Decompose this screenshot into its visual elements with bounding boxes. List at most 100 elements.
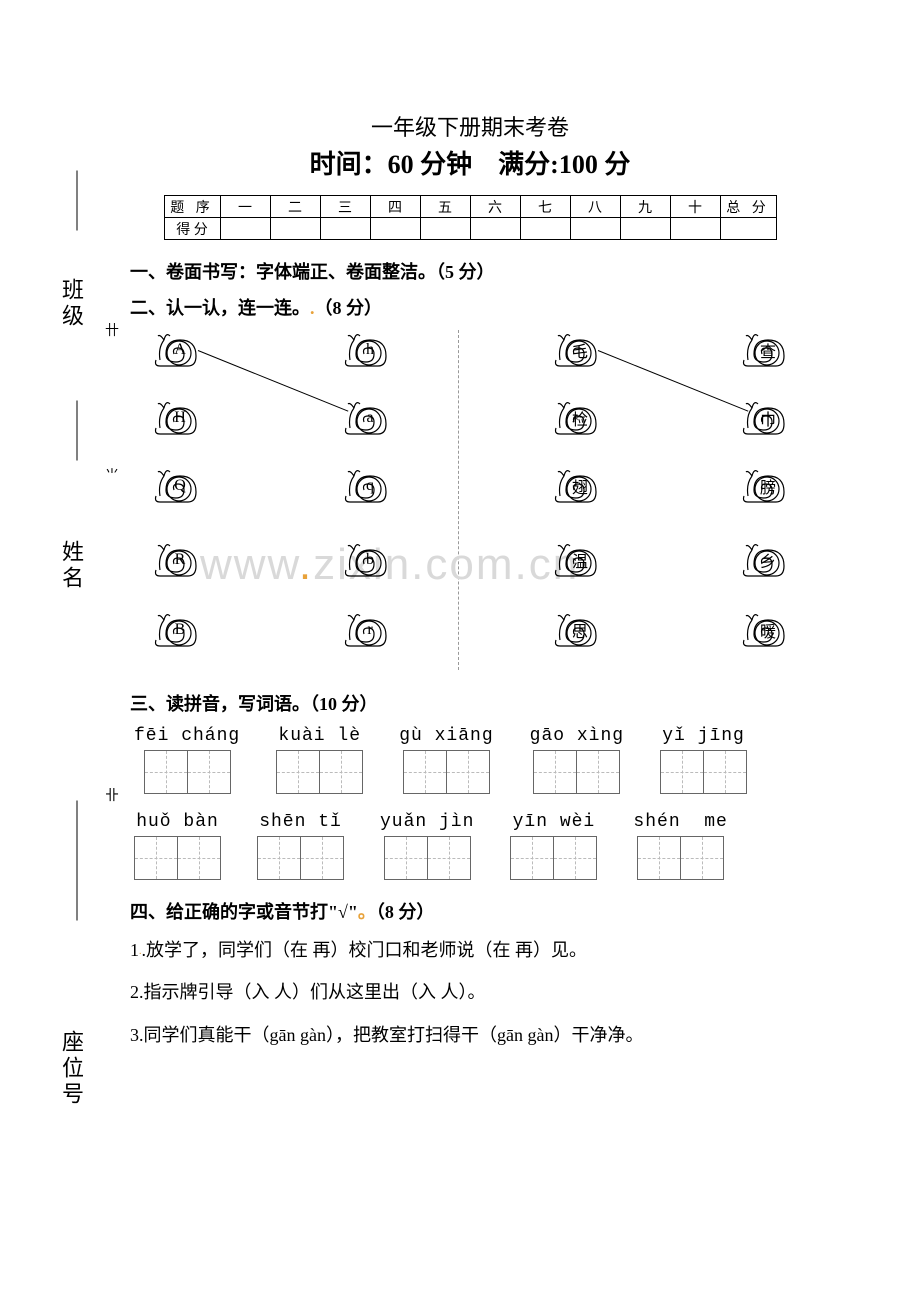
tianzige-pair[interactable] [257,836,344,880]
snail-item: 毛 [550,330,598,370]
section-3-title: 三、读拼音，写词语。（10 分） [130,690,810,716]
watermark: www.zixin.com.cn [200,540,579,590]
label-name: 姓名 [55,540,87,592]
tianzige-pair[interactable] [276,750,363,794]
snail-item: Q [150,466,198,506]
tianzige-pair[interactable] [384,836,471,880]
snail-label: 检 [550,398,598,438]
snail-item: a [340,398,388,438]
score-col: 八 [570,196,620,218]
sidebar: 班级 姓名 座位号 [55,160,95,1160]
snail-item: B [150,610,198,650]
snail-item: A [150,330,198,370]
tianzige-pair[interactable] [403,750,490,794]
snail-label: a [340,398,388,438]
pinyin-row: fēi cháng kuài lè gù xiāng gāo xìng yǐ jīng [134,726,810,794]
question-4: 1..放学了，同学们（在 再）校门口和老师说（在 再）见。 2.指示牌引导（入 … [130,934,810,1051]
section-2-title: 二、认一认，连一连。.（8 分） [130,294,810,320]
snail-label: 毛 [550,330,598,370]
tianzige-pair[interactable] [510,836,597,880]
snail-label: R [150,540,198,580]
dot-icon: 。 [358,902,376,922]
pinyin-text: gù xiāng [399,726,493,746]
snail-label: q [340,466,388,506]
score-table: 题 序一二三四五六七八九十总 分 得 分 [164,195,777,240]
cut-mark: ⺌ [105,465,119,485]
pinyin-item: gù xiāng [399,726,493,794]
matching-grid: www.zixin.com.cn AHQRBhaqbr 毛检翅温思 查巾膀乡暖 [130,330,810,680]
snail-item: 乡 [738,540,786,580]
label-class: 班级 [55,278,87,330]
tianzige-pair[interactable] [637,836,724,880]
score-col: 三 [320,196,370,218]
snail-item: 膀 [738,466,786,506]
tianzige-pair[interactable] [144,750,231,794]
pinyin-item: shén me [633,812,727,880]
pinyin-text: shén me [633,812,727,832]
pinyin-text: fēi cháng [134,726,240,746]
pinyin-item: gāo xìng [530,726,624,794]
snail-item: 查 [738,330,786,370]
q4-line3: 3.同学们真能干（gān gàn），把教室打扫得干（gān gàn）干净净。 [130,1019,810,1051]
score-col: 二 [270,196,320,218]
snail-item: 巾 [738,398,786,438]
pinyin-text: gāo xìng [530,726,624,746]
snail-label: 乡 [738,540,786,580]
snail-label: b [340,540,388,580]
section-4-title: 四、给正确的字或音节打"√"。（8 分） [130,898,810,924]
q4-line2: 2.指示牌引导（入 人）们从这里出（入 人）。 [130,976,810,1008]
page-content: 一年级下册期末考卷 时间：60 分钟 满分:100 分 题 序一二三四五六七八九… [130,110,810,1061]
pinyin-item: yuǎn jìn [380,812,474,880]
pinyin-text: shēn tǐ [259,812,342,832]
q4-line1: 1..放学了，同学们（在 再）校门口和老师说（在 再）见。 [130,934,810,966]
snail-label: 思 [550,610,598,650]
tianzige-pair[interactable] [533,750,620,794]
score-col: 六 [470,196,520,218]
connection-line [598,350,749,412]
pinyin-text: huǒ bàn [136,812,219,832]
score-col: 五 [420,196,470,218]
score-col: 九 [620,196,670,218]
pinyin-item: shēn tǐ [257,812,344,880]
snail-item: 翅 [550,466,598,506]
pinyin-item: huǒ bàn [134,812,221,880]
pinyin-row: huǒ bàn shēn tǐ yuǎn jìn yīn wèi shén me [134,812,810,880]
snail-item: b [340,540,388,580]
snail-label: 巾 [738,398,786,438]
pinyin-text: kuài lè [278,726,361,746]
tianzige-pair[interactable] [660,750,747,794]
tianzige-pair[interactable] [134,836,221,880]
title: 时间：60 分钟 满分:100 分 [130,144,810,181]
score-row-label: 得 分 [164,218,220,240]
score-col: 总 分 [720,196,776,218]
score-col: 一 [220,196,270,218]
score-col: 十 [670,196,720,218]
snail-item: 暖 [738,610,786,650]
pinyin-item: yīn wèi [510,812,597,880]
snail-item: 温 [550,540,598,580]
snail-item: h [340,330,388,370]
score-col: 四 [370,196,420,218]
snail-label: 膀 [738,466,786,506]
score-col: 题 序 [164,196,220,218]
pinyin-text: yǐ jīng [662,726,745,746]
snail-label: 温 [550,540,598,580]
divider [458,330,459,670]
cut-mark: 卄 [105,320,119,340]
pinyin-text: yuǎn jìn [380,812,474,832]
snail-label: H [150,398,198,438]
connection-line [198,350,349,412]
pinyin-item: yǐ jīng [660,726,747,794]
subtitle: 一年级下册期末考卷 [130,110,810,142]
snail-label: 查 [738,330,786,370]
pinyin-item: fēi cháng [134,726,240,794]
snail-label: A [150,330,198,370]
label-seat: 座位号 [55,1030,87,1108]
section-1-title: 一、卷面书写：字体端正、卷面整洁。（5 分） [130,258,810,284]
title-score: 满分:100 分 [498,150,630,179]
snail-item: R [150,540,198,580]
snail-item: H [150,398,198,438]
snail-item: r [340,610,388,650]
cut-mark: 卝 [105,785,119,805]
title-time: 时间：60 分钟 [310,150,473,179]
